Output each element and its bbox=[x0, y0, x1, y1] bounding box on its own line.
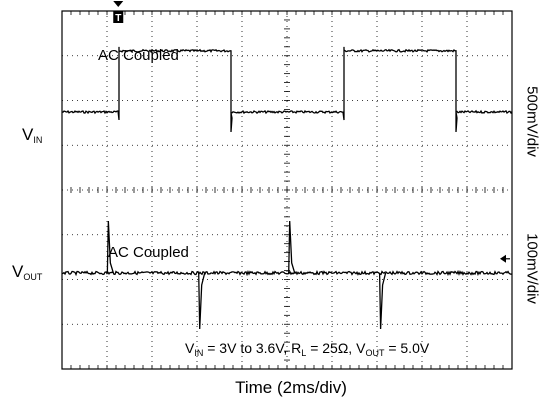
vout-spike bbox=[106, 220, 114, 274]
trigger-level-arrow-icon bbox=[500, 254, 506, 263]
vin-channel-label: VIN bbox=[22, 125, 43, 145]
trigger-marker-label: T bbox=[115, 13, 121, 24]
vout-spike bbox=[378, 272, 387, 330]
test-conditions-annotation: VIN = 3V to 3.6V, RL = 25Ω, VOUT = 5.0V bbox=[185, 340, 430, 358]
vout-spike bbox=[198, 272, 206, 330]
trigger-arrow-icon bbox=[113, 1, 124, 7]
vout-channel-label: VOUT bbox=[12, 262, 43, 282]
vout-coupling-label: AC Coupled bbox=[108, 244, 189, 261]
vout-scale-label: 100mV/div bbox=[523, 233, 541, 304]
trigger-marker-icon bbox=[113, 11, 124, 23]
vin-scale-label: 500mV/div bbox=[523, 86, 541, 157]
vout-trace bbox=[61, 269, 513, 277]
vin-coupling-label: AC Coupled bbox=[98, 47, 179, 64]
vout-spike bbox=[288, 220, 296, 274]
x-axis-label: Time (2ms/div) bbox=[235, 378, 347, 397]
vin-trace bbox=[61, 46, 513, 133]
